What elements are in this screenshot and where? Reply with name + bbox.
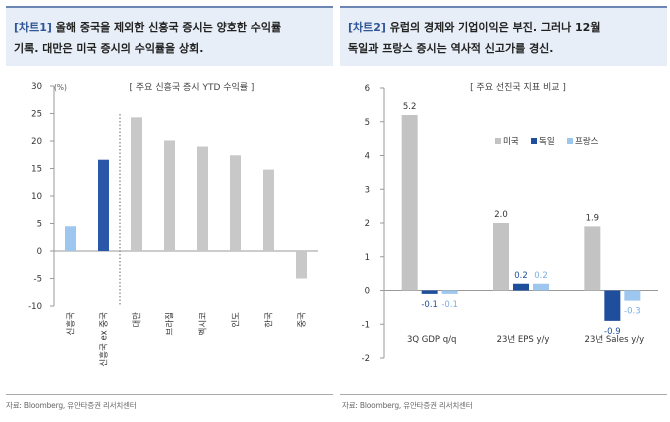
chart-1-xtick-label-4: 멕시코 bbox=[198, 312, 209, 336]
chart-2-data-label-2-0: -0.1 bbox=[441, 300, 458, 310]
chart-1-xtick-label-6: 한국 bbox=[265, 312, 275, 328]
chart-tag-2: [차트2] bbox=[348, 21, 386, 34]
chart-2-bar-1-2 bbox=[604, 290, 621, 321]
source-note-2: 자료: Bloomberg, 유안타증권 리서치센터 bbox=[342, 401, 473, 410]
chart-tag-1: [차트1] bbox=[14, 21, 52, 34]
chart-2-data-label-1-1: 0.2 bbox=[514, 271, 528, 281]
chart-1-ytick-label-2: 0 bbox=[37, 247, 42, 257]
chart-2-data-label-1-2: -0.9 bbox=[604, 327, 621, 337]
chart-header-1-line2: 기록. 대만은 미국 증시의 수익률을 상회. bbox=[14, 42, 204, 55]
chart-2-legend-swatch-2 bbox=[567, 138, 573, 144]
chart-1-ytick-label-5: 15 bbox=[31, 165, 42, 175]
chart-2-bar-2-2 bbox=[624, 290, 641, 301]
chart-2-data-label-0-1: 2.0 bbox=[494, 210, 508, 220]
chart-2-bar-1-1 bbox=[513, 283, 529, 291]
chart-2-ytick-label-3: 1 bbox=[365, 253, 370, 263]
chart-2-legend-label-0: 미국 bbox=[503, 137, 519, 147]
chart-2-title: [ 주요 선진국 지표 비교 ] bbox=[470, 82, 566, 93]
chart-2-data-label-0-0: 5.2 bbox=[403, 102, 417, 112]
chart-1-bar-6 bbox=[263, 169, 274, 251]
chart-2-ytick-label-0: -2 bbox=[362, 354, 370, 364]
chart-2-ytick-label-8: 6 bbox=[365, 84, 370, 94]
chart-2-ytick-label-5: 3 bbox=[365, 185, 370, 195]
chart-header-2-text1: 유럽의 경제와 기업이익은 부진. 그러나 12월 bbox=[385, 21, 601, 34]
chart-2-data-label-1-0: -0.1 bbox=[421, 300, 438, 310]
chart-2-bar-1-0 bbox=[421, 290, 438, 294]
chart-1-ytick-label-3: 5 bbox=[37, 220, 42, 230]
chart-1-xtick-label-3: 브라질 bbox=[165, 312, 176, 335]
chart-panel-2: [차트2] 유럽의 경제와 기업이익은 부진. 그러나 12월 독일과 프랑스 … bbox=[340, 0, 667, 400]
chart-1-xtick-label-7: 중국 bbox=[298, 312, 308, 328]
chart-1-bar-4 bbox=[197, 146, 208, 251]
chart-2-bar-2-1 bbox=[533, 283, 549, 291]
chart-1-bar-3 bbox=[164, 140, 175, 251]
bottom-rule-1 bbox=[6, 394, 333, 395]
chart-1-svg: [ 주요 신흥국 증시 YTD 수익률 ] (%) -10 -5 0 5 10 15 20 25 3… bbox=[28, 81, 318, 367]
chart-header-2: [차트2] 유럽의 경제와 기업이익은 부진. 그러나 12월 독일과 프랑스 … bbox=[340, 6, 667, 66]
chart-2-legend-label-2: 프랑스 bbox=[575, 136, 599, 147]
chart-1-ytick-label-8: 30 bbox=[31, 82, 42, 92]
chart-1-xtick-label-5: 인도 bbox=[231, 312, 242, 328]
chart-panel-1: [차트1] 올해 중국을 제외한 신흥국 증시는 양호한 수익률 기록. 대만은… bbox=[6, 0, 333, 400]
chart-1-xtick-label-2: 대만 bbox=[133, 312, 143, 328]
chart-2-ytick-label-1: -1 bbox=[362, 320, 370, 330]
chart-1-bar-5 bbox=[230, 155, 241, 251]
source-note-1: 자료: Bloomberg, 유안타증권 리서치센터 bbox=[6, 401, 137, 410]
bottom-rule-2 bbox=[340, 394, 667, 395]
chart-2-legend-swatch-0 bbox=[495, 138, 501, 144]
chart-header-1-text1: 올해 중국을 제외한 신흥국 증시는 양호한 수익률 bbox=[51, 21, 282, 34]
chart-1-ytick-label-0: -10 bbox=[28, 302, 42, 312]
chart-1-bar-7 bbox=[296, 251, 307, 279]
chart-2-xtick-label-0: 3Q GDP q/q bbox=[407, 335, 456, 345]
chart-header-2-line2: 독일과 프랑스 증시는 역사적 신고가를 경신. bbox=[348, 42, 554, 55]
chart-1-bar-2 bbox=[131, 117, 142, 251]
chart-2-bar-0-0 bbox=[401, 115, 418, 291]
chart-2-data-label-2-1: 0.2 bbox=[534, 271, 548, 281]
chart-1-ytick-label-7: 25 bbox=[31, 110, 42, 120]
chart-1-title: [ 주요 신흥국 증시 YTD 수익률 ] bbox=[130, 81, 255, 93]
chart-1-bar-0 bbox=[65, 226, 76, 251]
chart-2-ytick-label-4: 2 bbox=[365, 219, 370, 229]
chart-2-ytick-label-2: 0 bbox=[365, 287, 370, 297]
chart-2-ytick-label-6: 4 bbox=[365, 152, 370, 162]
chart-1-ytick-label-6: 20 bbox=[31, 137, 42, 147]
chart-1-xtick-label-1: 신흥국 ex 중국 bbox=[99, 312, 110, 367]
chart-1-ytick-label-1: -5 bbox=[34, 275, 42, 285]
chart-1-xtick-label-0: 신흥국 bbox=[66, 312, 77, 336]
chart-1-ytick-label-4: 10 bbox=[31, 192, 42, 202]
chart-2-legend-swatch-1 bbox=[531, 138, 537, 144]
chart-2-data-label-0-2: 1.9 bbox=[586, 213, 600, 223]
chart-2-bar-0-1 bbox=[493, 223, 509, 291]
chart-1-ylabel: (%) bbox=[54, 83, 67, 92]
chart-1-bar-1 bbox=[98, 159, 109, 251]
chart-2-data-label-2-2: -0.3 bbox=[624, 307, 641, 317]
chart-header-2-line1: [차트2] 유럽의 경제와 기업이익은 부진. 그러나 12월 bbox=[348, 17, 659, 38]
chart-2-ytick-label-7: 5 bbox=[365, 118, 370, 128]
chart-header-1: [차트1] 올해 중국을 제외한 신흥국 증시는 양호한 수익률 기록. 대만은… bbox=[6, 6, 333, 66]
chart-header-1-line1: [차트1] 올해 중국을 제외한 신흥국 증시는 양호한 수익률 bbox=[14, 17, 325, 38]
chart-2-bar-2-0 bbox=[441, 290, 458, 294]
chart-2-xtick-label-1: 23년 EPS y/y bbox=[497, 334, 550, 345]
chart-2-bar-0-2 bbox=[584, 226, 601, 291]
chart-2-legend-label-1: 독일 bbox=[539, 137, 555, 147]
chart-2-svg: [ 주요 선진국 지표 비교 ] -2 -1 0 1 2 3 4 5 6 3Q GDP q/q 5.2… bbox=[362, 82, 658, 364]
chart-2-xtick-label-2: 23년 Sales y/y bbox=[585, 334, 645, 345]
